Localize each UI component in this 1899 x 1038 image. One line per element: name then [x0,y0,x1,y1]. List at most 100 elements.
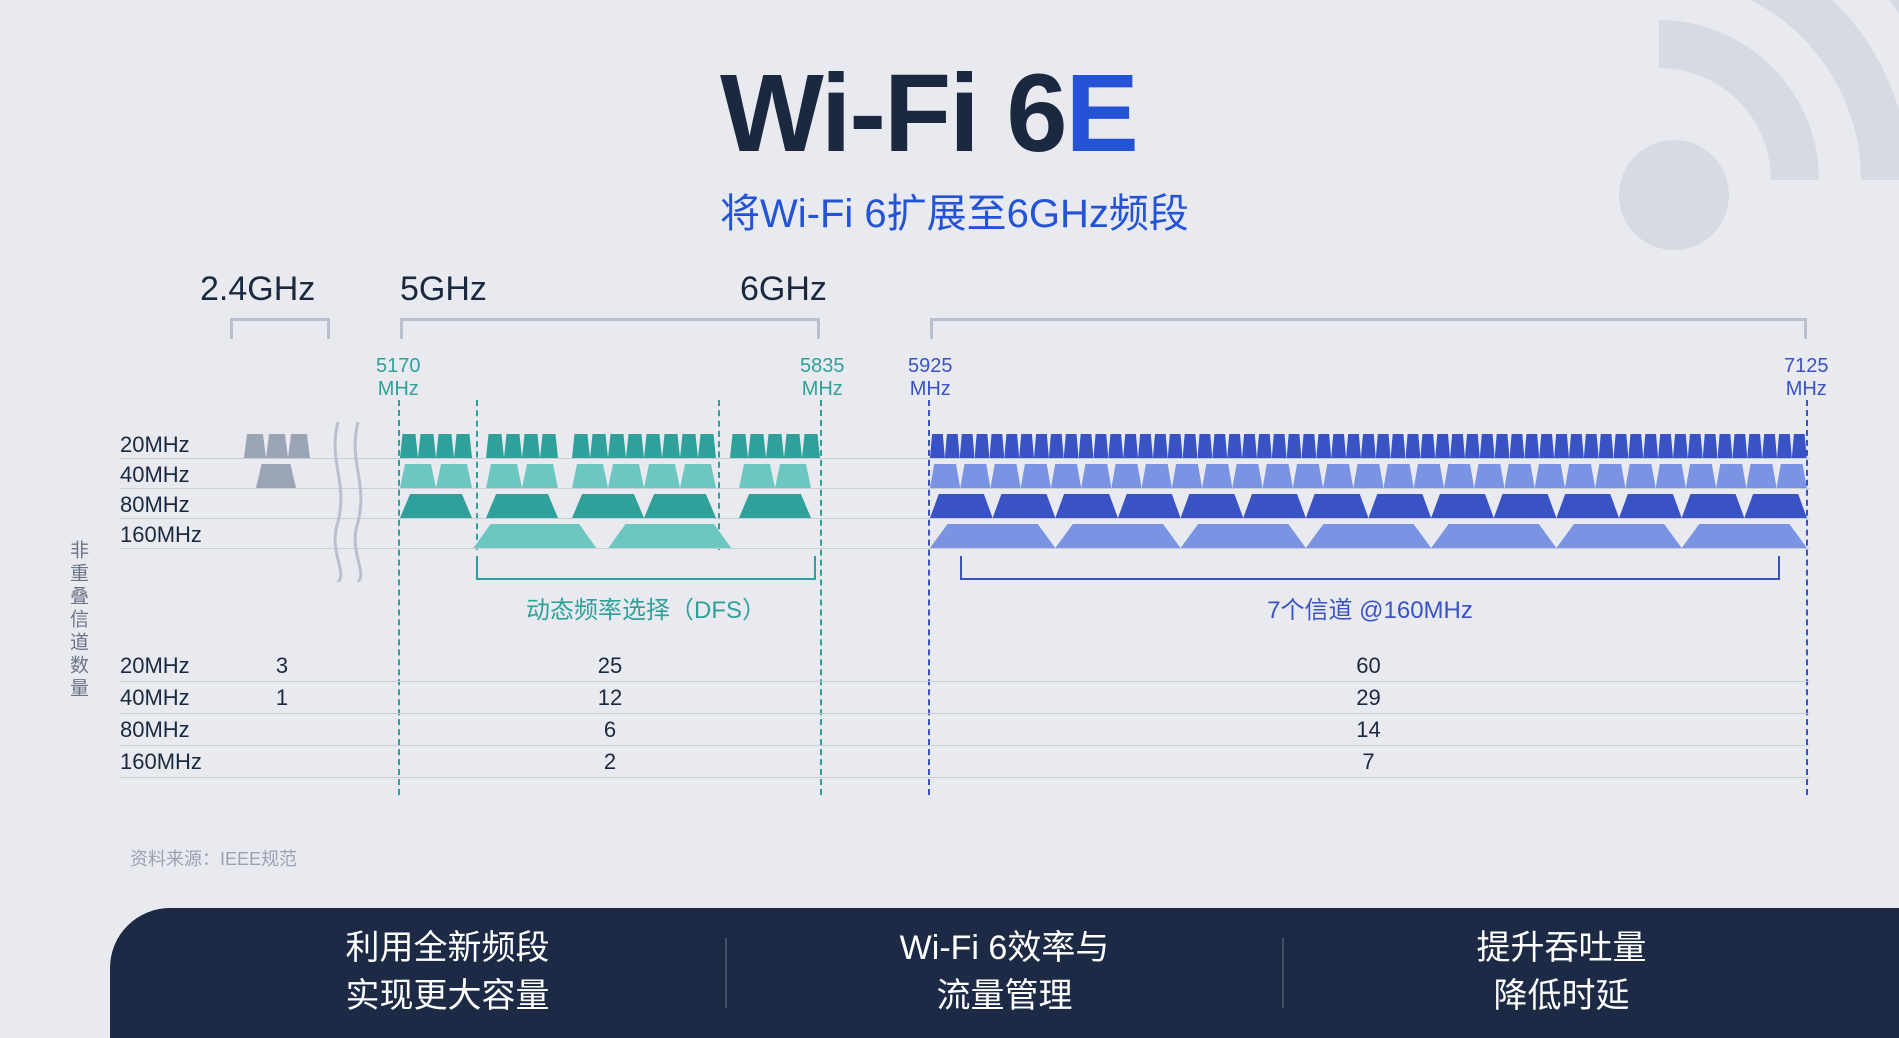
channel-block [1494,494,1557,518]
channel-block [1444,464,1474,488]
channel-block [766,434,784,458]
channel-block [1081,464,1111,488]
bandwidth-row-labels: 20MHz 40MHz 80MHz 160MHz [120,430,202,550]
seven-ch-label: 7个信道 @160MHz [960,590,1780,625]
channel-block [1465,434,1480,458]
source-note: 资料来源：IEEE规范 [130,845,297,871]
channel-block [1263,464,1293,488]
channel-block [1554,434,1569,458]
channel-block [644,434,662,458]
channel-block [730,434,748,458]
channel-block [1331,434,1346,458]
channel-block [504,434,522,458]
channel-block [418,434,436,458]
channel-block [680,464,716,488]
channel-block [1504,464,1534,488]
freq-label-6-end: 7125 MHz [1784,355,1829,401]
channel-block [256,464,296,488]
channel-block [1682,524,1807,548]
banner-col-3-line-2: 降低时延 [1284,973,1839,1021]
banner-col-2-line-1: Wi-Fi 6效率与 [727,925,1282,973]
channel-block [1435,434,1450,458]
channel-block [454,434,472,458]
page-subtitle: 将Wi-Fi 6扩展至6GHz频段 [720,181,1189,239]
title-prefix: Wi-Fi 6 [720,52,1066,175]
channel-block [1049,434,1064,458]
channel-block [1021,464,1051,488]
channel-block [1353,464,1383,488]
channel-block [662,434,680,458]
channel-block [1614,434,1629,458]
channel-block [644,464,680,488]
channel-block [975,434,990,458]
channel-block [572,434,590,458]
channel-block [400,464,436,488]
channel-block [1431,524,1556,548]
channel-block [1108,434,1123,458]
channel-block [1384,464,1414,488]
count-6-40: 29 [930,682,1807,714]
channel-block [1019,434,1034,458]
channel-block [1138,434,1153,458]
channel-block [1495,434,1510,458]
title-suffix: E [1066,52,1137,175]
channel-block [1595,464,1625,488]
banner-col-1-line-2: 实现更大容量 [170,973,725,1021]
count-6-20: 60 [930,650,1807,682]
channel-block [572,464,608,488]
channel-block [1316,434,1331,458]
channel-block [486,434,504,458]
channel-block [1628,434,1643,458]
count-24-40: 1 [232,682,332,714]
channel-block [644,494,716,518]
channel-block [1643,434,1658,458]
row-label-80: 80MHz [120,490,202,520]
channel-block [266,434,288,458]
channel-block [288,434,310,458]
channel-block [1688,434,1703,458]
channel-block [1777,434,1792,458]
channel-block [1747,434,1762,458]
channel-block [1172,464,1202,488]
channel-block [960,464,990,488]
channel-block [1625,464,1655,488]
channel-block [1202,464,1232,488]
freq-label-5-start: 5170 MHz [376,355,421,401]
channel-block [930,464,960,488]
channel-block [945,434,960,458]
channel-block [1777,464,1807,488]
freq-label-5-end: 5835 MHz [800,355,845,401]
channel-block [1197,434,1212,458]
channel-block [1474,464,1504,488]
channel-block [1584,434,1599,458]
row-label-20: 20MHz [120,430,202,460]
channel-block [1181,524,1306,548]
channel-block [522,464,558,488]
channel-block [1118,494,1181,518]
channel-block [1414,464,1444,488]
banner-col-1-line-1: 利用全新频段 [170,925,725,973]
channel-block [1293,464,1323,488]
count-5-80: 6 [400,714,820,746]
channel-block [1431,494,1494,518]
channel-block [1556,524,1681,548]
channel-block [473,524,596,548]
channel-block [400,434,418,458]
channel-block [1227,434,1242,458]
channel-block [1703,434,1718,458]
channel-block [1376,434,1391,458]
channel-block [1480,434,1495,458]
channel-block [626,434,644,458]
channel-block [989,434,1004,458]
count-5-160: 2 [400,746,820,778]
channel-block [1232,464,1262,488]
channel-block [1079,434,1094,458]
channel-block [608,524,731,548]
channel-block [1257,434,1272,458]
channel-block [802,434,820,458]
bracket-6ghz [930,318,1807,336]
channel-block [1243,494,1306,518]
count-6-160: 7 [930,746,1807,778]
channel-block [1181,494,1244,518]
count-24-160 [232,746,332,778]
